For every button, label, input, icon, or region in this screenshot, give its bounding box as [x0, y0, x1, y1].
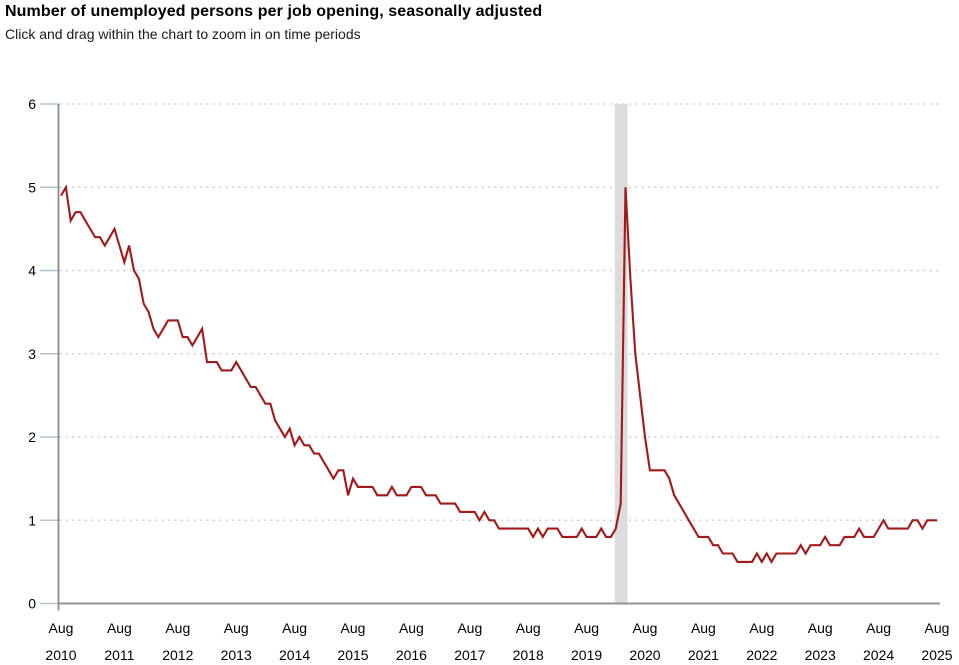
x-tick-month-label: Aug: [49, 620, 74, 636]
chart-title: Number of unemployed persons per job ope…: [5, 3, 543, 20]
x-tick-month-label: Aug: [574, 620, 599, 636]
x-tick-month-label: Aug: [282, 620, 307, 636]
x-tick-year-label: 2015: [337, 647, 368, 663]
x-tick-month-label: Aug: [165, 620, 190, 636]
y-tick-label: 2: [28, 429, 36, 445]
y-tick-label: 3: [28, 346, 36, 362]
x-tick-year-label: 2020: [629, 647, 660, 663]
y-tick-label: 6: [28, 96, 36, 112]
x-tick-year-label: 2021: [688, 647, 719, 663]
x-tick-month-label: Aug: [399, 620, 424, 636]
x-tick-year-label: 2010: [45, 647, 76, 663]
x-tick-month-label: Aug: [925, 620, 950, 636]
y-tick-label: 4: [28, 263, 36, 279]
x-tick-year-label: 2022: [746, 647, 777, 663]
x-tick-month-label: Aug: [516, 620, 541, 636]
x-tick-year-label: 2012: [162, 647, 193, 663]
x-tick-year-label: 2025: [921, 647, 952, 663]
x-tick-month-label: Aug: [633, 620, 658, 636]
x-tick-year-label: 2013: [221, 647, 252, 663]
x-tick-year-label: 2014: [279, 647, 310, 663]
data-line: [60, 184, 937, 564]
x-tick-month-label: Aug: [457, 620, 482, 636]
x-tick-month-label: Aug: [691, 620, 716, 636]
x-tick-year-label: 2019: [571, 647, 602, 663]
x-tick-year-label: 2016: [396, 647, 427, 663]
x-tick-year-label: 2023: [805, 647, 836, 663]
y-tick-label: 5: [28, 179, 36, 195]
chart-subtitle: Click and drag within the chart to zoom …: [5, 26, 361, 42]
x-tick-month-label: Aug: [224, 620, 249, 636]
x-tick-month-label: Aug: [107, 620, 132, 636]
x-tick-month-label: Aug: [866, 620, 891, 636]
x-tick-year-label: 2018: [513, 647, 544, 663]
y-tick-label: 1: [28, 512, 36, 528]
x-tick-month-label: Aug: [749, 620, 774, 636]
x-tick-year-label: 2017: [454, 647, 485, 663]
x-tick-month-label: Aug: [808, 620, 833, 636]
x-tick-year-label: 2024: [863, 647, 894, 663]
x-tick-year-label: 2011: [104, 647, 134, 663]
y-tick-label: 0: [28, 596, 36, 612]
x-tick-month-label: Aug: [341, 620, 366, 636]
